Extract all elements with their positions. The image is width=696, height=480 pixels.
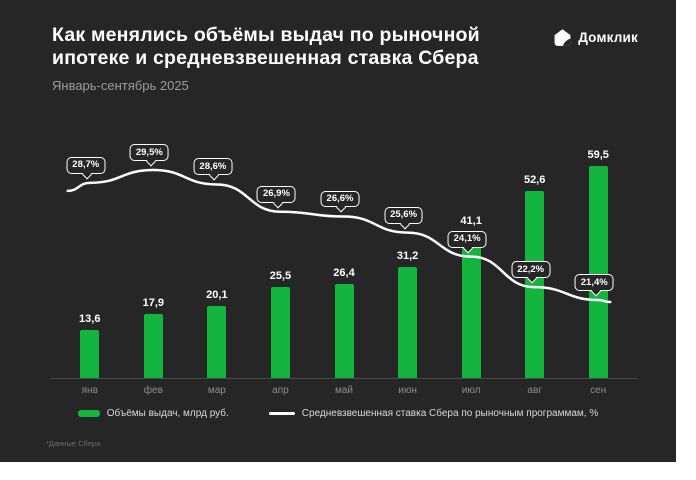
- house-logo-icon: [553, 28, 572, 47]
- combo-chart: 13,6 янв 17,9 фев 20,1 мар 25,5 апр 26,4 май 31,2 и…: [0, 0, 676, 462]
- bar-value-label: 13,6: [79, 312, 101, 325]
- bar-value-label: 26,4: [333, 266, 355, 279]
- bar-янв: [80, 329, 100, 378]
- bar-value-label: 31,2: [396, 249, 419, 262]
- x-axis-label: июл: [461, 385, 481, 396]
- bar-июл: [461, 231, 481, 378]
- chart-title-line1: Как менялись объёмы выдач по рыночной: [52, 24, 480, 46]
- rate-callout-авг: 22,2%: [511, 261, 551, 284]
- bar-май: [334, 283, 354, 378]
- line-series-label: Средневзвешенная ставка Сбера по рыночны…: [301, 408, 599, 419]
- rate-callout-янв: 28,7%: [66, 156, 106, 180]
- x-axis-label: мар: [207, 385, 226, 396]
- domclick-logo: Домклик: [553, 28, 638, 47]
- rate-callout-мар: 28,6%: [193, 158, 233, 181]
- x-axis-label: апр: [272, 385, 289, 396]
- x-axis-label: янв: [81, 385, 98, 396]
- rate-callout-апр: 26,9%: [256, 185, 296, 209]
- legend: Объёмы выдач, млрд руб. Средневзвешенная…: [0, 408, 676, 419]
- bar-value-label: 17,9: [142, 297, 165, 310]
- x-axis-label: июн: [398, 385, 417, 396]
- bar-авг: [525, 190, 545, 378]
- legend-item-line: Средневзвешенная ставка Сбера по рыночны…: [268, 408, 599, 419]
- rate-callout-июн: 25,6%: [384, 206, 424, 229]
- infographic-card: Как менялись объёмы выдач по рыночной ип…: [0, 0, 676, 462]
- bar-value-label: 41,1: [460, 214, 482, 227]
- x-axis-label: фев: [143, 385, 163, 396]
- bar-сен: [588, 166, 608, 378]
- rate-callout-сен: 21,4%: [574, 274, 614, 297]
- rate-callout-июл: 24,1%: [447, 230, 487, 254]
- rate-callout-фев: 29,5%: [129, 144, 169, 167]
- bar-series-swatch: [77, 410, 100, 417]
- chart-subtitle: Январь-сентябрь 2025: [52, 78, 189, 93]
- bar-value-label: 59,5: [587, 149, 609, 161]
- bar-июн: [398, 266, 418, 378]
- domclick-logo-text: Домклик: [578, 30, 638, 45]
- bar-value-label: 20,1: [206, 289, 228, 302]
- x-axis-line: [50, 378, 638, 379]
- legend-item-bars: Объёмы выдач, млрд руб.: [77, 408, 229, 419]
- source-note: *Данные Сбера: [46, 439, 101, 448]
- bar-value-label: 52,6: [523, 173, 546, 186]
- chart-title: Как менялись объёмы выдач по рыночной ип…: [52, 24, 532, 70]
- bar-мар: [207, 306, 227, 378]
- bar-фев: [143, 314, 163, 378]
- header: Как менялись объёмы выдач по рыночной ип…: [52, 24, 532, 93]
- bar-series-label: Объёмы выдач, млрд руб.: [106, 408, 229, 419]
- bar-апр: [270, 287, 290, 378]
- x-axis-label: авг: [527, 385, 542, 396]
- x-axis-label: сен: [590, 385, 607, 396]
- rate-callout-май: 26,6%: [320, 190, 360, 213]
- rate-line: [0, 0, 676, 462]
- bar-value-label: 25,5: [269, 270, 292, 283]
- chart-title-line2: ипотеке и средневзвешенная ставка Сбера: [52, 47, 479, 69]
- line-series-swatch: [268, 412, 295, 415]
- x-axis-label: май: [334, 385, 354, 396]
